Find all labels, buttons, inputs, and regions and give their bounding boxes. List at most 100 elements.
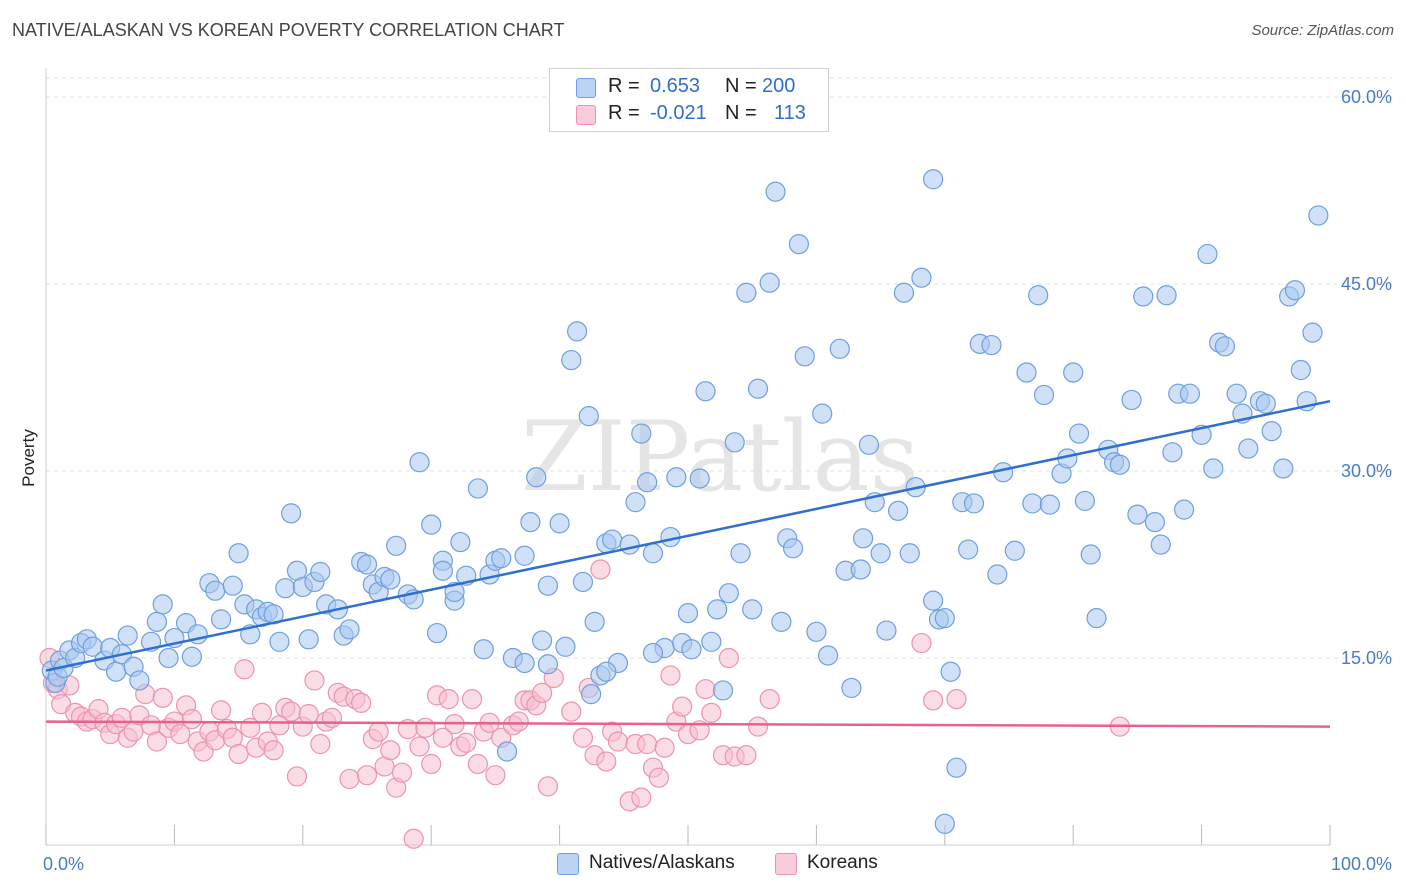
- korean-point: [946, 689, 967, 710]
- native-alaskan-point: [561, 349, 582, 371]
- korean-point: [590, 559, 611, 580]
- n-label: N =: [725, 102, 757, 124]
- native-alaskan-point: [1226, 383, 1247, 404]
- native-alaskan-point: [1238, 438, 1259, 459]
- native-alaskan-point: [701, 631, 722, 652]
- korean-point: [321, 707, 343, 728]
- native-alaskan-point: [893, 282, 915, 303]
- native-alaskan-point: [1086, 608, 1107, 629]
- korean-point: [251, 702, 273, 723]
- native-alaskan-point: [496, 741, 518, 762]
- native-alaskan-point: [567, 321, 588, 342]
- r-label: R =: [608, 102, 640, 124]
- native-alaskan-point: [537, 654, 559, 675]
- korean-point: [695, 679, 716, 700]
- korean-point: [310, 733, 331, 755]
- native-alaskan-point: [870, 543, 891, 564]
- native-alaskan-point: [806, 621, 827, 642]
- native-alaskan-point: [1284, 280, 1306, 301]
- native-alaskan-point: [581, 684, 602, 705]
- native-alaskan-point: [1133, 286, 1154, 307]
- axes: [45, 68, 1331, 846]
- native-alaskan-point: [514, 545, 535, 566]
- korean-point: [654, 737, 675, 758]
- legend-swatch-pink: [775, 853, 797, 875]
- native-alaskan-point: [637, 472, 658, 493]
- native-alaskan-point: [222, 575, 243, 596]
- native-alaskan-point: [514, 652, 535, 674]
- y-tick-label: 60.0%: [1341, 87, 1392, 107]
- native-alaskan-point: [730, 543, 751, 564]
- korean-point: [596, 751, 617, 772]
- native-alaskan-point: [1028, 285, 1049, 306]
- native-alaskan-point: [298, 629, 319, 650]
- native-alaskan-point: [619, 534, 640, 555]
- korean-point: [508, 711, 529, 732]
- native-alaskan-point: [1109, 454, 1130, 475]
- native-alaskan-point: [1004, 540, 1025, 561]
- native-alaskan-point: [940, 661, 961, 682]
- native-alaskan-point: [782, 538, 804, 559]
- legend-label-koreans: Koreans: [807, 852, 878, 873]
- korean-point: [672, 696, 693, 717]
- native-alaskan-point: [742, 599, 763, 620]
- source-label: Source: ZipAtlas.com: [1251, 22, 1394, 39]
- korean-point: [438, 689, 459, 710]
- natives-trend-line: [45, 399, 1331, 672]
- korean-point: [409, 736, 430, 757]
- native-alaskan-point: [642, 543, 664, 564]
- korean-point: [403, 828, 424, 849]
- native-alaskan-point: [596, 661, 617, 682]
- legend-swatch-pink: [576, 105, 596, 125]
- native-alaskan-point: [409, 452, 430, 473]
- native-alaskan-point: [1144, 512, 1166, 533]
- native-alaskan-point: [1127, 504, 1148, 525]
- native-alaskan-point: [426, 622, 448, 644]
- native-alaskan-point: [987, 564, 1008, 585]
- korean-point: [637, 733, 658, 755]
- korean-point: [415, 717, 436, 738]
- legend-row-natives: R = 0.653 N = 200: [550, 74, 828, 100]
- korean-point: [391, 762, 413, 783]
- native-alaskan-point: [850, 559, 871, 580]
- native-alaskan-point: [531, 630, 553, 651]
- y-tick-label: 30.0%: [1341, 461, 1392, 481]
- x-tick-label-min: 0.0%: [43, 854, 84, 874]
- korean-point: [537, 776, 559, 797]
- korean-point: [351, 692, 372, 713]
- r-label: R =: [608, 75, 640, 97]
- native-alaskan-point: [1156, 285, 1177, 306]
- native-alaskan-point: [1074, 490, 1095, 512]
- native-alaskan-point: [677, 603, 699, 624]
- korean-point: [911, 632, 932, 654]
- trendlines: [45, 399, 1331, 728]
- korean-point: [380, 740, 401, 761]
- r-value: -0.021: [650, 102, 707, 124]
- native-alaskan-point: [380, 569, 401, 590]
- korean-point: [923, 690, 944, 711]
- korean-point: [467, 753, 488, 775]
- korean-point: [263, 740, 284, 761]
- natives-alaskans-points: [41, 169, 1329, 834]
- native-alaskan-point: [1162, 442, 1183, 463]
- native-alaskan-point: [852, 528, 874, 549]
- native-alaskan-point: [1261, 421, 1282, 442]
- korean-point: [368, 721, 389, 742]
- native-alaskan-point: [946, 757, 967, 778]
- native-alaskan-point: [210, 609, 232, 630]
- korean-point: [736, 745, 757, 766]
- y-tick-label: 15.0%: [1341, 648, 1392, 668]
- korean-point: [689, 720, 710, 741]
- native-alaskan-point: [1308, 205, 1329, 226]
- korean-point: [146, 731, 167, 752]
- korean-point: [701, 702, 722, 723]
- native-alaskan-point: [736, 282, 757, 303]
- korean-point: [607, 731, 629, 752]
- native-alaskan-point: [934, 813, 955, 834]
- korean-point: [170, 723, 191, 745]
- native-alaskan-point: [1197, 243, 1218, 265]
- native-alaskan-point: [1068, 423, 1090, 444]
- native-alaskan-point: [923, 590, 944, 611]
- korean-point: [210, 700, 232, 721]
